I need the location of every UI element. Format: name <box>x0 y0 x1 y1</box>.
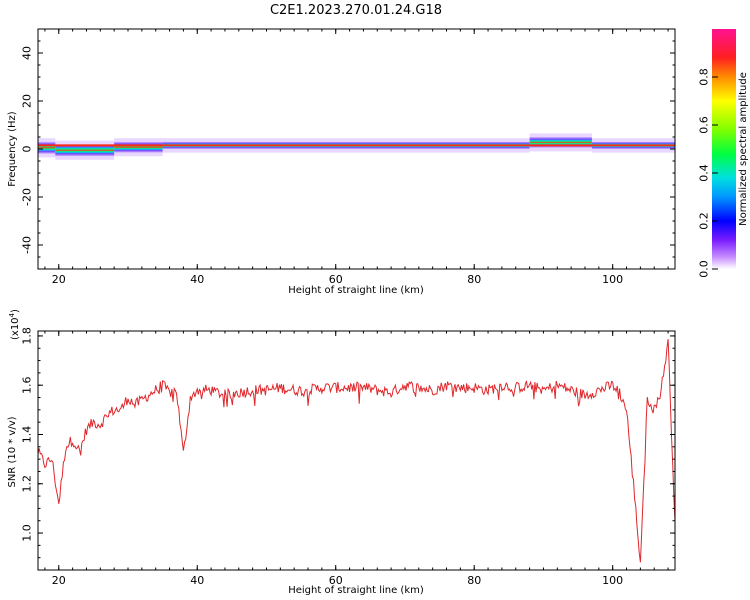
y-tick-label: 20 <box>21 94 34 108</box>
spectrogram-ticks: 20 40 60 80 100 40 20 0 -20 -40 <box>21 28 675 286</box>
x-tick-label: 80 <box>467 273 481 286</box>
x-tick-label: 80 <box>467 574 481 587</box>
spectral-band <box>38 133 675 160</box>
snr-frame <box>37 330 676 571</box>
colorbar-label: Normalized spectral amplitude <box>738 72 749 226</box>
colorbar-tick-label: 0.8 <box>698 68 711 86</box>
snr-scale-label: (x104) <box>8 309 21 340</box>
snr-ticks: 20 40 60 80 100 1.0 1.2 1.4 1.6 1.8 <box>21 327 675 587</box>
snr-x-label: Height of straight line (km) <box>288 585 424 596</box>
colorbar-tick-label: 0.0 <box>698 260 711 278</box>
x-tick-label: 60 <box>329 574 343 587</box>
x-tick-label: 20 <box>52 273 66 286</box>
colorbar-ticks: 0.0 0.2 0.4 0.6 0.8 <box>698 68 718 278</box>
y-tick-label: 1.4 <box>21 426 34 444</box>
band-segment <box>529 137 592 148</box>
x-tick-label: 20 <box>52 574 66 587</box>
y-tick-label: 1.2 <box>21 475 34 493</box>
band-segment <box>114 141 163 153</box>
x-tick-label: 40 <box>190 574 204 587</box>
spectrogram-x-label: Height of straight line (km) <box>288 285 424 296</box>
x-tick-label: 40 <box>190 273 204 286</box>
spectrogram-y-label: Frequency (Hz) <box>7 111 18 187</box>
snr-panel: 20 40 60 80 100 1.0 1.2 1.4 1.6 1.8 Height of str… <box>7 309 676 596</box>
colorbar: 0.0 0.2 0.4 0.6 0.8 Normalized spectral ampl… <box>698 29 749 278</box>
y-tick-label: -20 <box>21 188 34 206</box>
colorbar-tick-label: 0.2 <box>698 212 711 230</box>
y-tick-label: 0 <box>21 146 34 153</box>
band-segment <box>38 141 56 154</box>
x-tick-label: 60 <box>329 273 343 286</box>
y-tick-label: 1.8 <box>21 327 34 345</box>
colorbar-tick-label: 0.6 <box>698 116 711 134</box>
y-tick-label: 1.0 <box>21 524 34 542</box>
spectrogram-panel: 20 40 60 80 100 40 20 0 -20 -40 Height of straigh… <box>7 28 676 296</box>
y-tick-label: 1.6 <box>21 376 34 394</box>
snr-y-label: SNR (10 * v/v) <box>7 416 18 487</box>
colorbar-tick-label: 0.4 <box>698 164 711 182</box>
x-tick-label: 100 <box>602 574 623 587</box>
chart-title: C2E1.2023.270.01.24.G18 <box>270 3 442 18</box>
colorbar-gradient <box>712 29 736 269</box>
y-tick-label: -40 <box>21 236 34 254</box>
y-tick-label: 40 <box>21 46 34 60</box>
snr-series-line <box>38 339 675 563</box>
x-tick-label: 100 <box>602 273 623 286</box>
band-segment <box>55 144 115 157</box>
